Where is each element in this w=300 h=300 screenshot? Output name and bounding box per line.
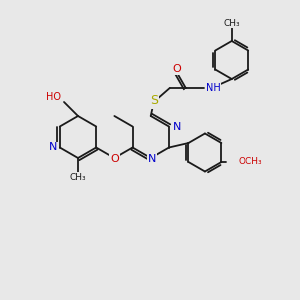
Text: N: N	[48, 142, 57, 152]
Text: O: O	[172, 64, 181, 74]
Text: CH₃: CH₃	[224, 19, 240, 28]
Text: HO: HO	[46, 92, 61, 102]
Text: N: N	[148, 154, 156, 164]
Text: OCH₃: OCH₃	[238, 158, 262, 166]
Text: N: N	[173, 122, 181, 131]
Text: S: S	[150, 94, 158, 107]
Text: CH₃: CH₃	[70, 172, 86, 182]
Text: O: O	[110, 154, 119, 164]
Text: NH: NH	[206, 83, 220, 93]
